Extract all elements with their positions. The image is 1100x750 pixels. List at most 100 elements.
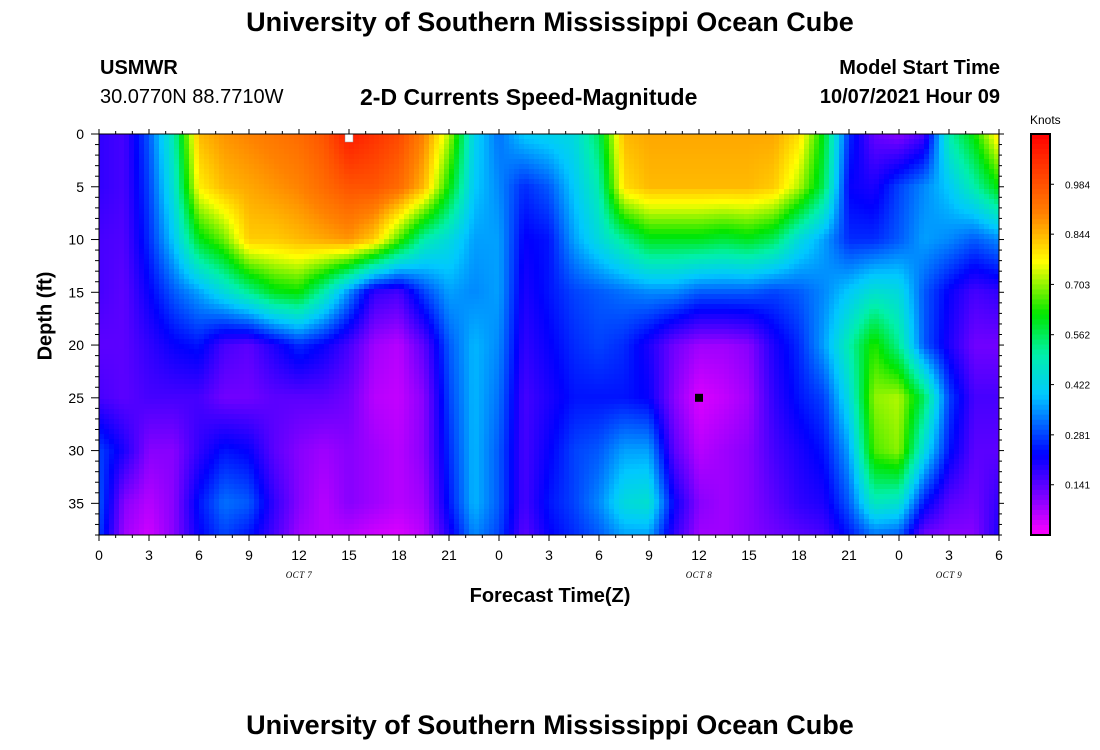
- heatmap-cell: [644, 214, 650, 220]
- heatmap-cell: [724, 139, 730, 145]
- heatmap-cell: [544, 219, 550, 225]
- heatmap-cell: [624, 204, 630, 210]
- heatmap-cell: [874, 214, 880, 220]
- heatmap-cell: [689, 264, 695, 270]
- heatmap-cell: [459, 139, 465, 145]
- heatmap-cell: [994, 194, 1000, 200]
- heatmap-cell: [229, 174, 235, 180]
- heatmap-cell: [759, 189, 765, 195]
- heatmap-cell: [229, 219, 235, 225]
- heatmap-cell: [319, 179, 325, 185]
- heatmap-cell: [699, 144, 705, 150]
- heatmap-cell: [269, 219, 275, 225]
- heatmap-cell: [244, 154, 250, 160]
- heatmap-cell: [659, 214, 665, 220]
- heatmap-cell: [749, 229, 755, 235]
- heatmap-cell: [969, 264, 975, 270]
- heatmap-cell: [584, 169, 590, 175]
- heatmap-cell: [849, 189, 855, 195]
- heatmap-cell: [324, 249, 330, 255]
- heatmap-cell: [384, 169, 390, 175]
- heatmap-cell: [339, 144, 345, 150]
- heatmap-cell: [949, 154, 955, 160]
- heatmap-cell: [599, 149, 605, 155]
- heatmap-cell: [499, 174, 505, 180]
- heatmap-cell: [964, 234, 970, 240]
- heatmap-cell: [474, 149, 480, 155]
- heatmap-cell: [299, 239, 305, 245]
- heatmap-cell: [709, 144, 715, 150]
- heatmap-cell: [724, 244, 730, 250]
- heatmap-cell: [589, 199, 595, 205]
- heatmap-cell: [104, 199, 110, 205]
- heatmap-cell: [559, 249, 565, 255]
- heatmap-cell: [224, 169, 230, 175]
- heatmap-cell: [294, 144, 300, 150]
- heatmap-cell: [479, 239, 485, 245]
- heatmap-cell: [329, 139, 335, 145]
- heatmap-cell: [484, 154, 490, 160]
- heatmap-cell: [814, 224, 820, 230]
- heatmap-cell: [874, 179, 880, 185]
- heatmap-cell: [889, 239, 895, 245]
- heatmap-cell: [279, 179, 285, 185]
- heatmap-cell: [304, 194, 310, 200]
- heatmap-cell: [729, 219, 735, 225]
- heatmap-cell: [279, 204, 285, 210]
- heatmap-cell: [899, 234, 905, 240]
- heatmap-cell: [329, 249, 335, 255]
- heatmap-cell: [964, 224, 970, 230]
- heatmap-cell: [154, 159, 160, 165]
- heatmap-cell: [414, 249, 420, 255]
- heatmap-cell: [739, 169, 745, 175]
- heatmap-cell: [689, 214, 695, 220]
- heatmap-cell: [624, 169, 630, 175]
- heatmap-cell: [994, 214, 1000, 220]
- heatmap-cell: [119, 254, 125, 260]
- heatmap-cell: [99, 214, 105, 220]
- heatmap-cell: [539, 219, 545, 225]
- heatmap-cell: [554, 234, 560, 240]
- heatmap-cell: [339, 249, 345, 255]
- heatmap-cell: [279, 249, 285, 255]
- heatmap-cell: [504, 149, 510, 155]
- heatmap-cell: [659, 239, 665, 245]
- heatmap-cell: [549, 139, 555, 145]
- heatmap-cell: [309, 144, 315, 150]
- heatmap-cell: [944, 254, 950, 260]
- heatmap-cell: [249, 249, 255, 255]
- heatmap-cell: [699, 249, 705, 255]
- heatmap-cell: [899, 154, 905, 160]
- heatmap-cell: [179, 264, 185, 270]
- heatmap-cell: [534, 179, 540, 185]
- heatmap-cell: [614, 154, 620, 160]
- heatmap-cell: [669, 249, 675, 255]
- heatmap-cell: [654, 139, 660, 145]
- heatmap-cell: [719, 149, 725, 155]
- heatmap-cell: [859, 224, 865, 230]
- heatmap-cell: [729, 149, 735, 155]
- heatmap-cell: [974, 239, 980, 245]
- heatmap-cell: [164, 259, 170, 265]
- heatmap-cell: [564, 154, 570, 160]
- heatmap-cell: [674, 204, 680, 210]
- heatmap-cell: [414, 189, 420, 195]
- heatmap-cell: [939, 234, 945, 240]
- heatmap-cell: [304, 134, 310, 140]
- heatmap-cell: [804, 254, 810, 260]
- heatmap-cell: [959, 189, 965, 195]
- heatmap-cell: [634, 244, 640, 250]
- heatmap-cell: [444, 144, 450, 150]
- heatmap-cell: [609, 239, 615, 245]
- heatmap-cell: [619, 229, 625, 235]
- heatmap-cell: [154, 254, 160, 260]
- heatmap-cell: [384, 184, 390, 190]
- heatmap-cell: [159, 264, 165, 270]
- heatmap-cell: [254, 219, 260, 225]
- heatmap-cell: [584, 179, 590, 185]
- heatmap-cell: [229, 199, 235, 205]
- heatmap-cell: [359, 169, 365, 175]
- heatmap-cell: [164, 249, 170, 255]
- heatmap-cell: [904, 214, 910, 220]
- heatmap-cell: [264, 199, 270, 205]
